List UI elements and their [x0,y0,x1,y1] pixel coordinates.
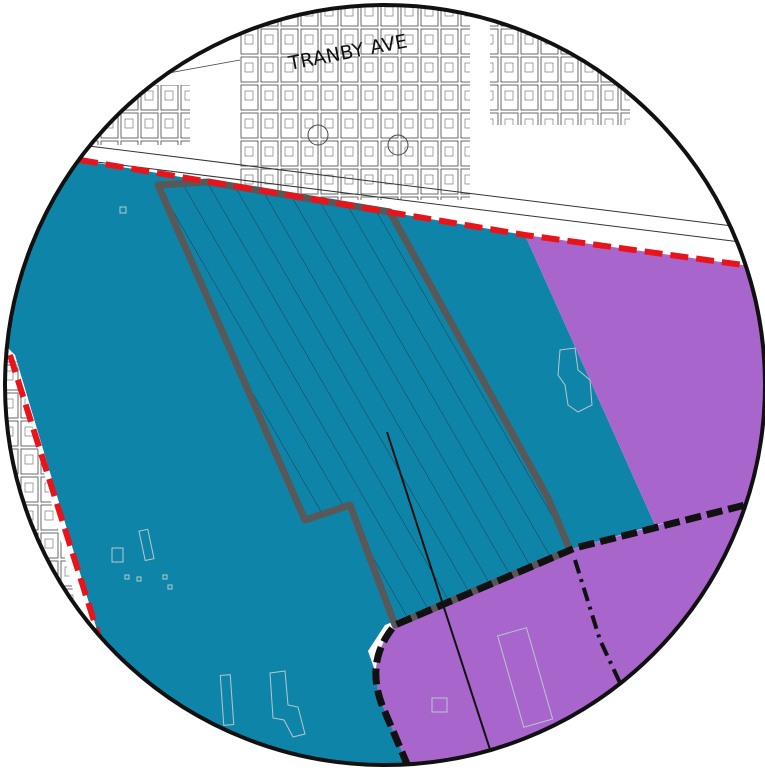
black-boundary [372,496,765,765]
black-dashdot-line [573,559,630,701]
map-frame-circle [3,3,765,767]
zone-purple-upper [525,235,765,525]
road-edges [39,139,765,246]
leader-line [386,431,498,765]
red-boundary-top [79,157,765,271]
building-footprints [111,206,593,738]
